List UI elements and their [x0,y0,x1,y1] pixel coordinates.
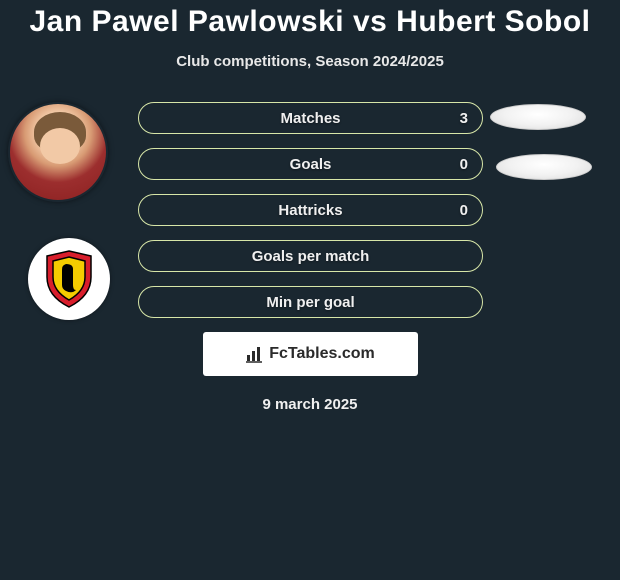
stat-label: Matches [280,110,340,127]
player1-avatar [8,102,108,202]
stat-label: Hattricks [278,202,342,219]
stat-label: Goals per match [252,248,370,265]
stat-label: Goals [290,156,332,173]
indicator-ellipse-1 [490,104,590,132]
ellipse-icon [490,104,586,130]
stat-value: 0 [460,156,468,173]
stat-label: Min per goal [266,294,354,311]
content-area: Matches 3 Goals 0 Hattricks 0 Goals per … [0,102,620,318]
stat-value: 3 [460,110,468,127]
ellipse-icon [496,154,592,180]
stat-row-goals: Goals 0 [138,148,483,180]
stat-row-hattricks: Hattricks 0 [138,194,483,226]
date-label: 9 march 2025 [0,396,620,413]
stats-column: Matches 3 Goals 0 Hattricks 0 Goals per … [138,102,483,318]
player2-club-logo [28,238,110,320]
stat-row-matches: Matches 3 [138,102,483,134]
stat-row-min-per-goal: Min per goal [138,286,483,318]
brand-text: FcTables.com [269,345,375,363]
header: Jan Pawel Pawlowski vs Hubert Sobol Club… [0,0,620,70]
page-title: Jan Pawel Pawlowski vs Hubert Sobol [0,5,620,39]
bar-chart-icon [245,345,263,363]
indicator-ellipse-2 [496,154,596,182]
stat-row-goals-per-match: Goals per match [138,240,483,272]
page-subtitle: Club competitions, Season 2024/2025 [0,53,620,70]
shield-icon [44,250,94,308]
brand-box: FcTables.com [203,332,418,376]
stat-value: 0 [460,202,468,219]
avatars-column [8,102,120,202]
